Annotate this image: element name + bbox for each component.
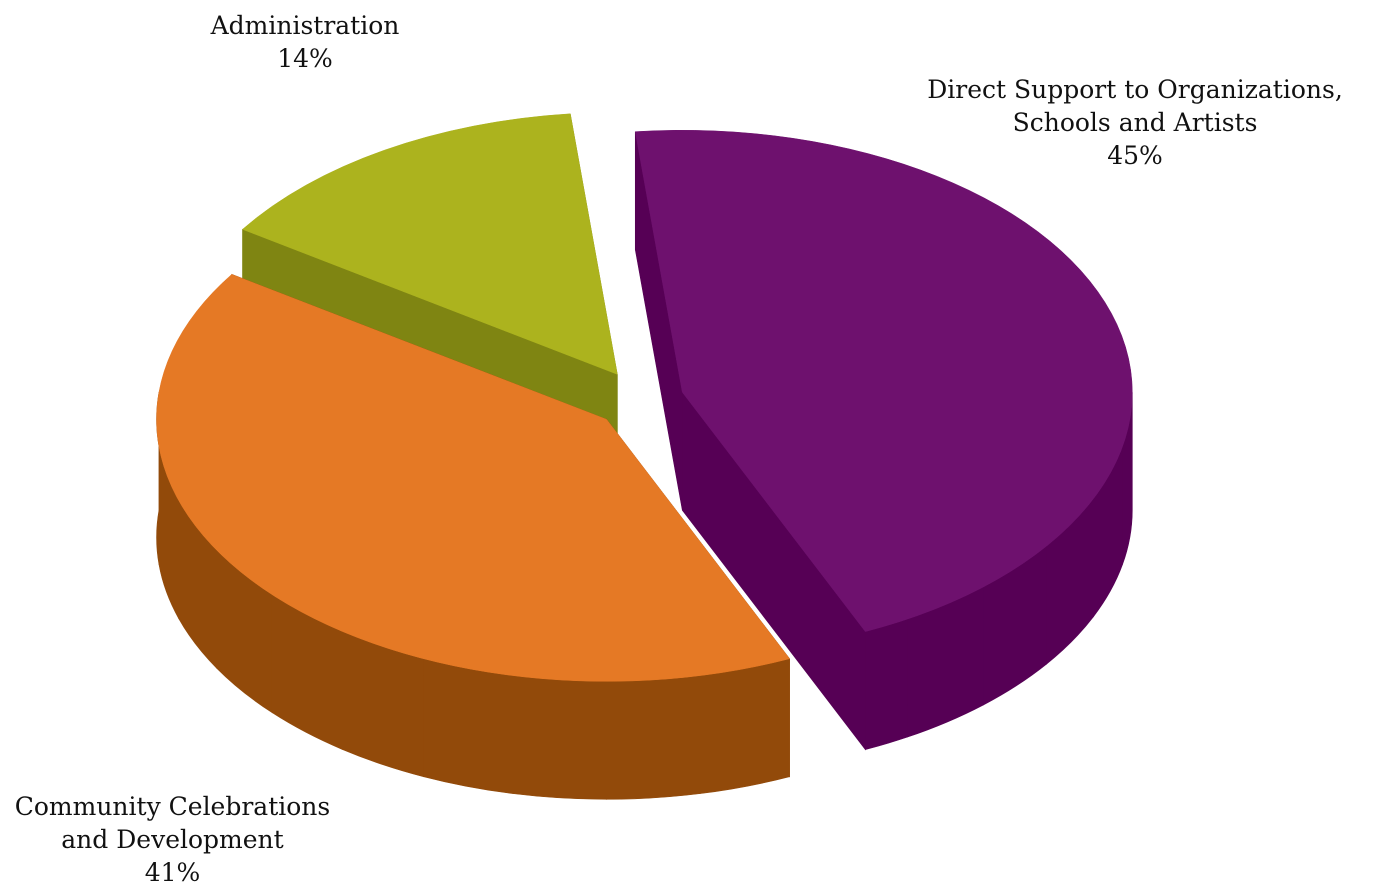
pie-side-direct-support (865, 618, 908, 750)
slice-label-direct-support-line-2: Schools and Artists (1012, 108, 1258, 137)
slice-label-administration: Administration 14% (205, 9, 405, 75)
pie-side-community (606, 675, 701, 800)
slice-label-community: Community Celebrations and Development 4… (0, 790, 345, 889)
slice-label-direct-support-line-1: Direct Support to Organizations, (927, 75, 1343, 104)
pie-slice-direct-support (634, 130, 1133, 632)
slice-label-direct-support: Direct Support to Organizations, Schools… (905, 73, 1365, 172)
pie-side-community (699, 658, 790, 794)
slice-value-community: 41% (144, 858, 201, 887)
slice-value-direct-support: 45% (1107, 141, 1163, 170)
pie-side-community (512, 675, 607, 800)
pie-side-community (423, 658, 514, 794)
pie-slice-community (156, 274, 791, 682)
slice-value-administration: 14% (277, 44, 333, 73)
pie-slice-administration (242, 113, 618, 375)
slice-label-community-line-1: Community Celebrations (14, 792, 331, 821)
slice-label-administration-line-1: Administration (210, 11, 400, 40)
slice-label-community-line-2: and Development (61, 825, 284, 854)
